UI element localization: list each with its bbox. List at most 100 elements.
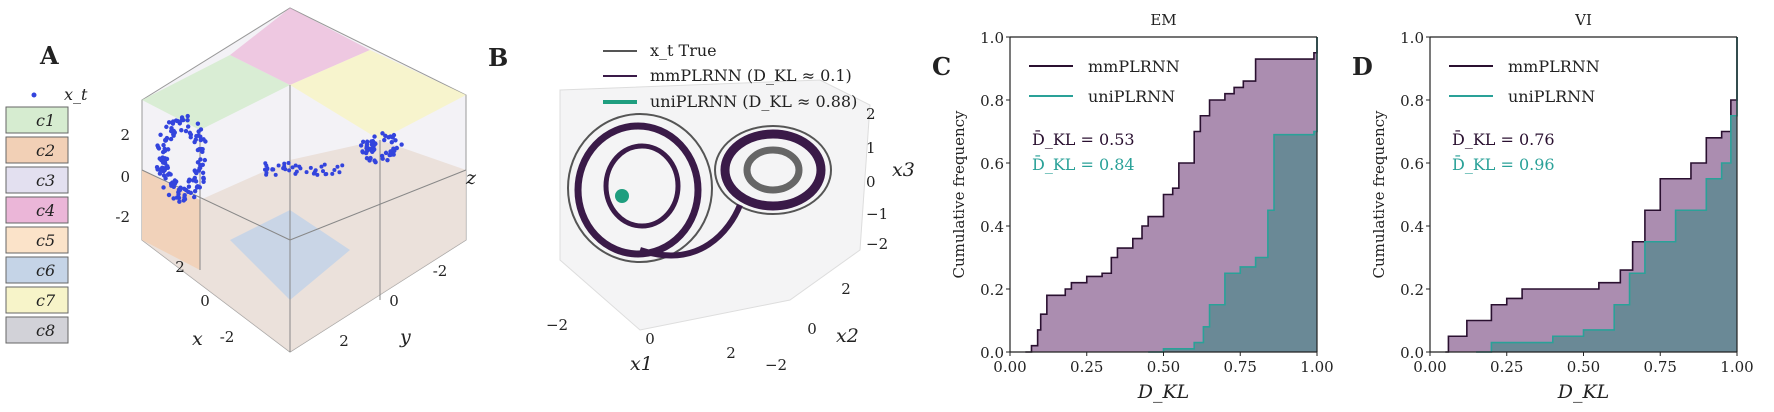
data-point (166, 120, 172, 125)
data-point (185, 117, 190, 123)
y-tick-label: 0.8 (1400, 92, 1424, 110)
panel-label: D (1352, 52, 1373, 81)
x-tick-label: 0.00 (993, 358, 1026, 376)
x2-axis-label: x2 (836, 325, 859, 347)
legend-swatch (5, 286, 69, 314)
data-point (332, 168, 337, 173)
data-point (297, 164, 302, 169)
data-point (176, 187, 182, 192)
legend-text-uni: uniPLRNN (D_KL ≈ 0.88) (650, 92, 857, 111)
legend-swatch (5, 166, 69, 194)
data-point (185, 113, 190, 119)
data-point (337, 170, 342, 175)
mm-trajectory-bridge (639, 203, 743, 259)
chart-title: EM (1150, 11, 1176, 29)
x-tick-label: 0 (200, 292, 210, 310)
legend-swatch (5, 136, 69, 164)
x-tick-label: 0.75 (1644, 358, 1677, 376)
data-point (198, 162, 203, 168)
z-tick-label: 0 (120, 168, 130, 186)
data-point (168, 136, 174, 142)
x-axis-label: D_KL (1557, 381, 1610, 403)
legend-item-c7: c7 (5, 286, 69, 314)
panel-b-legend: x_t True mmPLRNN (D_KL ≈ 0.1) uniPLRNN (… (603, 41, 857, 111)
y-tick-label: 0.6 (980, 155, 1004, 173)
legend-label: mmPLRNN (1088, 57, 1180, 76)
data-point (287, 168, 292, 173)
series-line-uniPLRNN (1148, 37, 1318, 353)
data-point (177, 121, 183, 126)
data-point (372, 134, 377, 139)
data-point (393, 138, 398, 143)
legend-label: c2 (36, 141, 55, 160)
x-tick-label: 0.50 (1147, 358, 1180, 376)
panel-label: C (932, 52, 951, 81)
legend-label: uniPLRNN (1088, 87, 1175, 106)
data-point (165, 165, 171, 170)
x1-axis-label: x1 (630, 353, 653, 375)
data-point (293, 171, 298, 176)
x-tick-label: 0.00 (1413, 358, 1446, 376)
panel-b-label: B (488, 43, 508, 72)
z-tick-label: -2 (115, 208, 130, 226)
x-axis-label: D_KL (1137, 381, 1190, 403)
data-point (187, 130, 193, 136)
region-legend: c1 c2 c3 c4 c5 c6 c7 c8 (5, 106, 69, 344)
data-point (263, 161, 268, 166)
data-point (372, 158, 377, 163)
data-point (171, 196, 176, 201)
x-tick-label: 1.00 (1300, 358, 1333, 376)
y-tick-label: 1.0 (980, 29, 1004, 47)
x3-axis-label: x3 (892, 159, 915, 181)
data-point (290, 165, 295, 170)
data-point (286, 161, 291, 166)
data-point (177, 199, 182, 204)
data-point (391, 152, 396, 157)
data-point (160, 155, 165, 160)
series-fill-uniPLRNN (1148, 37, 1317, 352)
data-points (154, 113, 404, 204)
data-point (183, 128, 189, 134)
data-point (330, 171, 335, 176)
data-point (168, 172, 173, 177)
x-tick-label: 0.50 (1567, 358, 1600, 376)
y-tick-label: -2 (433, 262, 448, 280)
x3-tick-label: −1 (866, 205, 888, 223)
y-tick-label: 0.8 (980, 92, 1004, 110)
legend-item-c5: c5 (5, 226, 69, 254)
legend-point-marker (31, 92, 37, 98)
legend-item-c4: c4 (5, 196, 69, 224)
data-point (182, 193, 187, 198)
data-point (158, 132, 163, 137)
data-point (283, 167, 288, 172)
data-point (185, 124, 191, 129)
z-axis-label: z (465, 167, 477, 189)
legend-text-mm: mmPLRNN (D_KL ≈ 0.1) (650, 66, 852, 85)
series-fill-uniPLRNN (1476, 37, 1737, 352)
mm-trajectory-right-inner (743, 146, 803, 194)
legend-label: c1 (36, 111, 55, 130)
legend-label: c8 (36, 321, 55, 340)
x2-tick-label: 0 (807, 320, 817, 338)
data-point (164, 124, 169, 130)
mean-dkl-annotation: D̄_KL = 0.53 (1032, 128, 1135, 149)
data-point (192, 188, 198, 194)
legend-label: c5 (36, 231, 55, 250)
data-point (161, 142, 166, 148)
x3-tick-label: 1 (866, 139, 876, 157)
data-point (176, 195, 182, 201)
x3-tick-label: 2 (866, 105, 876, 123)
data-point (179, 115, 185, 120)
panel-b: B x_t True mmPLRNN (D_KL ≈ 0.1) uniPLRNN… (488, 41, 915, 375)
data-point (399, 142, 404, 147)
legend-text-true: x_t True (650, 41, 717, 60)
data-point (155, 143, 160, 148)
legend-item-c3: c3 (5, 166, 69, 194)
uni-trajectory-fixed-point (615, 189, 629, 203)
data-point (201, 175, 206, 180)
data-point (172, 130, 177, 135)
data-point (200, 170, 206, 175)
data-point (322, 162, 327, 167)
data-point (188, 190, 193, 196)
